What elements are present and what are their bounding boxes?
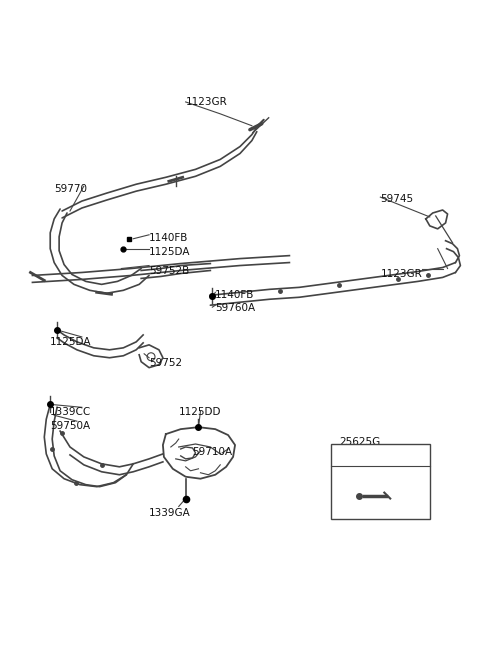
Text: 1123GR: 1123GR	[380, 268, 422, 279]
Text: 1140FB: 1140FB	[149, 233, 189, 243]
Text: 59710A: 59710A	[192, 447, 233, 457]
Text: 59752: 59752	[149, 358, 182, 368]
Text: 59750A: 59750A	[50, 421, 90, 431]
Bar	[331, 444, 430, 520]
Text: 59770: 59770	[54, 184, 87, 194]
Text: 59760A: 59760A	[216, 303, 255, 313]
Text: 1125DA: 1125DA	[149, 247, 191, 256]
Text: 1125DA: 1125DA	[50, 337, 92, 347]
Text: 1339GA: 1339GA	[149, 508, 191, 518]
Text: 25625G: 25625G	[339, 437, 380, 447]
Text: 1339CC: 1339CC	[50, 407, 92, 417]
Text: 59752B: 59752B	[149, 266, 189, 276]
Text: 59745: 59745	[380, 194, 413, 204]
Text: 1123GR: 1123GR	[186, 97, 228, 107]
Text: 1140FB: 1140FB	[216, 291, 255, 300]
Text: 1125DD: 1125DD	[179, 407, 221, 417]
